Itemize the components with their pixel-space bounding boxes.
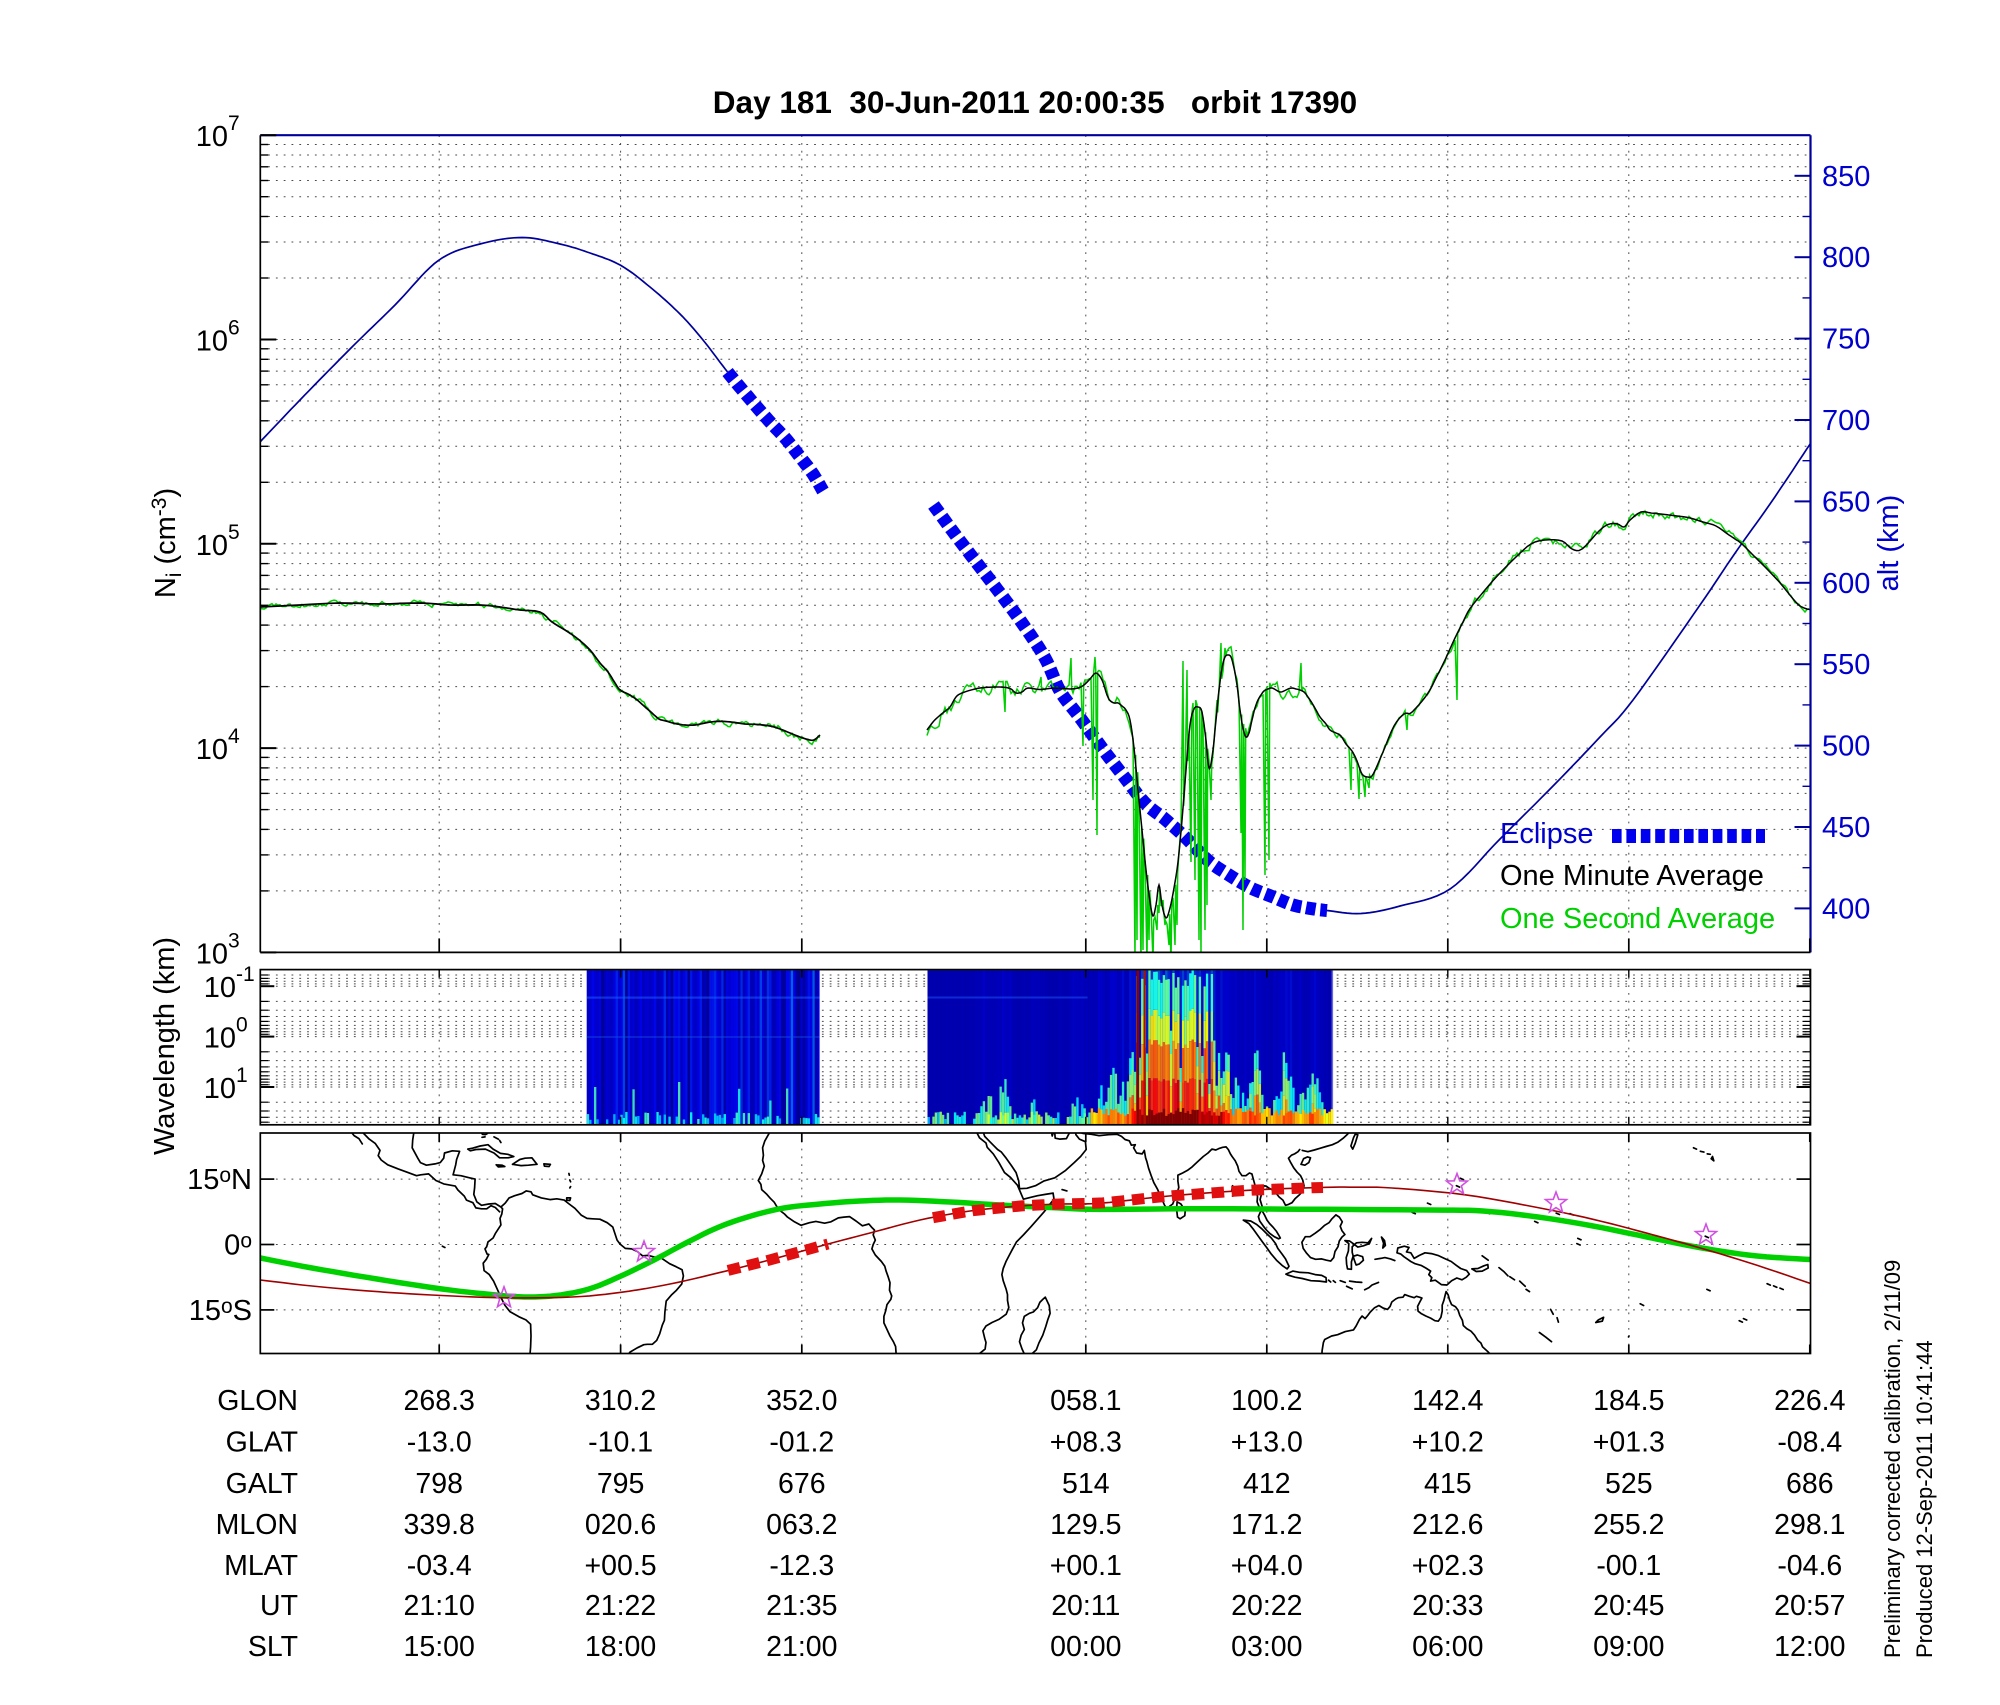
svg-text:5: 5 bbox=[228, 521, 240, 544]
svg-text:Preliminary corrected calibrat: Preliminary corrected calibration, 2/11/… bbox=[1880, 1260, 1905, 1658]
svg-text:UT: UT bbox=[260, 1590, 298, 1622]
svg-text:One Minute Average: One Minute Average bbox=[1500, 860, 1764, 892]
svg-text:GALT: GALT bbox=[226, 1468, 298, 1500]
svg-text:GLON: GLON bbox=[217, 1385, 298, 1417]
svg-text:-04.6: -04.6 bbox=[1777, 1550, 1842, 1582]
svg-text:650: 650 bbox=[1822, 486, 1870, 518]
svg-text:0: 0 bbox=[236, 1014, 248, 1037]
svg-text:795: 795 bbox=[597, 1468, 645, 1500]
svg-text:+02.3: +02.3 bbox=[1412, 1550, 1484, 1582]
svg-text:10: 10 bbox=[196, 734, 228, 766]
svg-text:700: 700 bbox=[1822, 405, 1870, 437]
svg-text:10: 10 bbox=[196, 121, 228, 153]
svg-text:10: 10 bbox=[204, 1023, 236, 1055]
svg-text:+00.1: +00.1 bbox=[1050, 1550, 1122, 1582]
svg-text:800: 800 bbox=[1822, 242, 1870, 274]
svg-text:058.1: 058.1 bbox=[1050, 1385, 1121, 1417]
svg-text:20:33: 20:33 bbox=[1412, 1590, 1483, 1622]
svg-text:MLON: MLON bbox=[216, 1509, 298, 1541]
svg-text:03:00: 03:00 bbox=[1231, 1631, 1302, 1663]
svg-text:Eclipse: Eclipse bbox=[1500, 818, 1594, 850]
svg-text:352.0: 352.0 bbox=[766, 1385, 837, 1417]
svg-text:+13.0: +13.0 bbox=[1231, 1427, 1303, 1459]
svg-text:09:00: 09:00 bbox=[1593, 1631, 1664, 1663]
svg-text:500: 500 bbox=[1822, 731, 1870, 763]
svg-text:+00.5: +00.5 bbox=[585, 1550, 657, 1582]
svg-text:525: 525 bbox=[1605, 1468, 1653, 1500]
svg-text:Wavelength (km): Wavelength (km) bbox=[149, 937, 181, 1155]
svg-text:171.2: 171.2 bbox=[1231, 1509, 1302, 1541]
svg-text:10: 10 bbox=[196, 326, 228, 358]
svg-text:6: 6 bbox=[228, 317, 240, 340]
svg-text:+08.3: +08.3 bbox=[1050, 1427, 1122, 1459]
svg-text:GLAT: GLAT bbox=[226, 1427, 298, 1459]
svg-text:20:22: 20:22 bbox=[1231, 1590, 1302, 1622]
svg-text:+01.3: +01.3 bbox=[1593, 1427, 1665, 1459]
svg-text:+10.2: +10.2 bbox=[1412, 1427, 1484, 1459]
svg-text:184.5: 184.5 bbox=[1593, 1385, 1664, 1417]
svg-text:400: 400 bbox=[1822, 893, 1870, 925]
svg-text:21:35: 21:35 bbox=[766, 1590, 837, 1622]
svg-text:-08.4: -08.4 bbox=[1777, 1427, 1842, 1459]
svg-text:+04.0: +04.0 bbox=[1231, 1550, 1303, 1582]
svg-text:-00.1: -00.1 bbox=[1596, 1550, 1661, 1582]
svg-text:alt (km): alt (km) bbox=[1873, 495, 1905, 592]
svg-text:4: 4 bbox=[228, 725, 240, 748]
svg-text:298.1: 298.1 bbox=[1774, 1509, 1845, 1541]
svg-text:18:00: 18:00 bbox=[585, 1631, 656, 1663]
svg-text:020.6: 020.6 bbox=[585, 1509, 656, 1541]
svg-text:00:00: 00:00 bbox=[1050, 1631, 1121, 1663]
svg-text:-03.4: -03.4 bbox=[407, 1550, 472, 1582]
svg-text:798: 798 bbox=[415, 1468, 463, 1500]
svg-text:15oS: 15oS bbox=[189, 1295, 252, 1327]
svg-text:3: 3 bbox=[228, 929, 240, 952]
svg-text:255.2: 255.2 bbox=[1593, 1509, 1664, 1541]
svg-text:20:57: 20:57 bbox=[1774, 1590, 1845, 1622]
svg-text:06:00: 06:00 bbox=[1412, 1631, 1483, 1663]
svg-text:21:00: 21:00 bbox=[766, 1631, 837, 1663]
svg-text:063.2: 063.2 bbox=[766, 1509, 837, 1541]
svg-text:412: 412 bbox=[1243, 1468, 1291, 1500]
svg-text:142.4: 142.4 bbox=[1412, 1385, 1483, 1417]
svg-text:550: 550 bbox=[1822, 649, 1870, 681]
svg-text:21:22: 21:22 bbox=[585, 1590, 656, 1622]
svg-text:One Second Average: One Second Average bbox=[1500, 903, 1775, 935]
svg-text:MLAT: MLAT bbox=[224, 1550, 298, 1582]
svg-text:226.4: 226.4 bbox=[1774, 1385, 1845, 1417]
svg-text:-01.2: -01.2 bbox=[769, 1427, 834, 1459]
svg-text:676: 676 bbox=[778, 1468, 826, 1500]
svg-text:268.3: 268.3 bbox=[404, 1385, 475, 1417]
svg-text:Produced 12-Sep-2011 10:41:44: Produced 12-Sep-2011 10:41:44 bbox=[1912, 1340, 1937, 1658]
svg-text:-1: -1 bbox=[236, 963, 255, 986]
svg-text:129.5: 129.5 bbox=[1050, 1509, 1121, 1541]
svg-text:15:00: 15:00 bbox=[404, 1631, 475, 1663]
svg-text:686: 686 bbox=[1786, 1468, 1834, 1500]
svg-text:SLT: SLT bbox=[248, 1631, 298, 1663]
svg-text:212.6: 212.6 bbox=[1412, 1509, 1483, 1541]
svg-text:10: 10 bbox=[196, 938, 228, 970]
svg-text:750: 750 bbox=[1822, 324, 1870, 356]
svg-text:10: 10 bbox=[204, 972, 236, 1004]
svg-text:-12.3: -12.3 bbox=[769, 1550, 834, 1582]
svg-text:20:11: 20:11 bbox=[1051, 1590, 1120, 1622]
svg-text:100.2: 100.2 bbox=[1231, 1385, 1302, 1417]
svg-text:415: 415 bbox=[1424, 1468, 1472, 1500]
svg-text:Day 181 30-Jun-2011 20:00:35: Day 181 30-Jun-2011 20:00:35 orbit 17390 bbox=[713, 84, 1357, 120]
svg-text:1: 1 bbox=[236, 1064, 248, 1087]
svg-text:600: 600 bbox=[1822, 568, 1870, 600]
svg-text:20:45: 20:45 bbox=[1593, 1590, 1664, 1622]
svg-text:21:10: 21:10 bbox=[404, 1590, 475, 1622]
svg-text:339.8: 339.8 bbox=[404, 1509, 475, 1541]
svg-text:12:00: 12:00 bbox=[1774, 1631, 1845, 1663]
svg-text:850: 850 bbox=[1822, 161, 1870, 193]
svg-text:-13.0: -13.0 bbox=[407, 1427, 472, 1459]
svg-text:514: 514 bbox=[1062, 1468, 1110, 1500]
svg-text:10: 10 bbox=[204, 1073, 236, 1105]
svg-text:-10.1: -10.1 bbox=[588, 1427, 653, 1459]
svg-text:450: 450 bbox=[1822, 812, 1870, 844]
svg-text:7: 7 bbox=[228, 112, 240, 135]
svg-text:10: 10 bbox=[196, 530, 228, 562]
svg-text:310.2: 310.2 bbox=[585, 1385, 656, 1417]
